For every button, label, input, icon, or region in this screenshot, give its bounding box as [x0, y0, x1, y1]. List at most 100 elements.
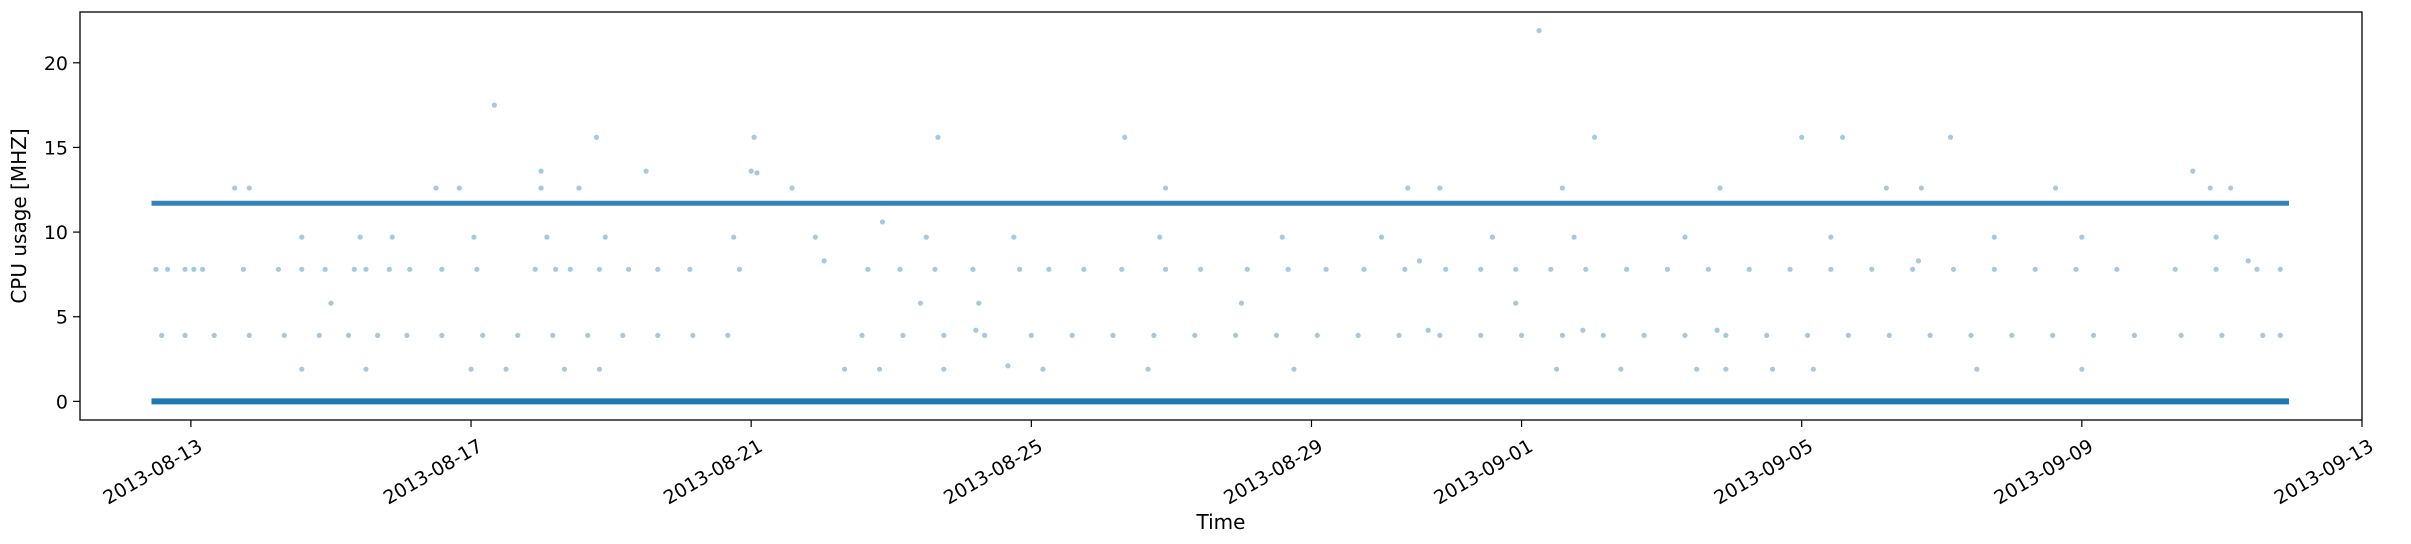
data-point: [211, 332, 217, 338]
data-point: [1040, 366, 1046, 372]
data-point: [439, 266, 445, 272]
data-point: [1238, 300, 1245, 306]
data-point: [687, 266, 693, 272]
data-point: [1244, 266, 1250, 272]
data-point: [299, 266, 305, 272]
data-point: [1069, 332, 1075, 338]
data-point: [1828, 266, 1834, 272]
data-point: [232, 185, 238, 191]
data-point: [2114, 266, 2120, 272]
data-point: [474, 266, 480, 272]
data-point: [1273, 332, 1280, 338]
data-point: [690, 332, 696, 338]
data-point: [567, 266, 573, 272]
data-point: [1405, 185, 1411, 191]
data-point: [731, 234, 737, 240]
data-point: [1011, 234, 1017, 240]
data-points: [153, 28, 2283, 372]
data-point: [2254, 266, 2260, 272]
data-point: [596, 366, 603, 372]
data-point: [970, 266, 976, 272]
data-point: [491, 102, 497, 108]
data-point: [1828, 234, 1834, 240]
data-point: [1548, 266, 1554, 272]
data-point: [363, 266, 369, 272]
data-point: [1378, 234, 1385, 240]
data-point: [736, 266, 743, 272]
data-point: [1682, 332, 1688, 338]
data-point: [1402, 266, 1408, 272]
data-point: [544, 234, 550, 240]
data-point: [751, 134, 757, 140]
data-point: [433, 185, 439, 191]
data-point: [2277, 266, 2283, 272]
data-point: [191, 266, 197, 272]
data-point: [1162, 266, 1169, 272]
data-point: [859, 332, 865, 338]
data-point: [2050, 332, 2056, 338]
data-point: [2131, 332, 2137, 338]
data-point: [1583, 266, 1589, 272]
data-point: [538, 185, 544, 191]
data-point: [2245, 258, 2251, 264]
data-point: [655, 332, 661, 338]
data-point: [865, 266, 871, 272]
data-point: [973, 327, 979, 333]
data-point: [468, 366, 474, 372]
data-point: [593, 134, 600, 140]
data-point: [1804, 332, 1811, 338]
data-point: [240, 266, 247, 272]
data-point: [1705, 266, 1711, 272]
data-point: [275, 266, 282, 272]
data-point: [316, 332, 322, 338]
data-point: [1947, 134, 1954, 140]
data-point: [576, 185, 582, 191]
baseline-dense-points: [151, 200, 2290, 405]
data-point: [322, 266, 328, 272]
data-point: [1151, 332, 1157, 338]
data-point: [1974, 366, 1980, 372]
y-tick-label: 0: [56, 391, 68, 413]
data-point: [2079, 366, 2085, 372]
data-point: [2178, 332, 2184, 338]
data-point: [1197, 266, 1204, 272]
data-point: [1769, 366, 1776, 372]
data-point: [1869, 266, 1875, 272]
data-point: [935, 134, 941, 140]
data-point: [159, 332, 165, 338]
data-point: [407, 266, 413, 272]
data-point: [1886, 332, 1892, 338]
data-point: [1119, 266, 1125, 272]
data-point: [1478, 332, 1484, 338]
data-point: [389, 234, 395, 240]
data-point: [375, 332, 381, 338]
data-point: [596, 266, 603, 272]
data-point: [1396, 332, 1402, 338]
y-axis-ticks: 0 5 10 15 20: [44, 53, 80, 413]
data-point: [1845, 332, 1852, 338]
data-point: [1291, 366, 1297, 372]
data-point: [386, 266, 392, 272]
data-point: [1355, 332, 1361, 338]
data-point: [2090, 332, 2097, 338]
data-point: [1081, 266, 1087, 272]
data-point: [879, 219, 886, 225]
data-point: [1416, 258, 1423, 264]
data-point: [246, 332, 252, 338]
data-point: [1723, 366, 1729, 372]
data-point: [2073, 266, 2079, 272]
data-point: [1915, 258, 1922, 264]
data-point: [1918, 185, 1924, 191]
data-point: [363, 366, 369, 372]
y-axis-label: CPU usage [MHZ]: [7, 128, 31, 303]
data-point: [456, 185, 462, 191]
data-point: [1618, 366, 1624, 372]
data-point: [1028, 332, 1034, 338]
data-point: [748, 168, 754, 174]
data-point: [1787, 266, 1793, 272]
data-point: [1005, 363, 1011, 369]
data-point: [1580, 327, 1586, 333]
data-point: [841, 366, 848, 372]
data-point: [515, 332, 521, 338]
